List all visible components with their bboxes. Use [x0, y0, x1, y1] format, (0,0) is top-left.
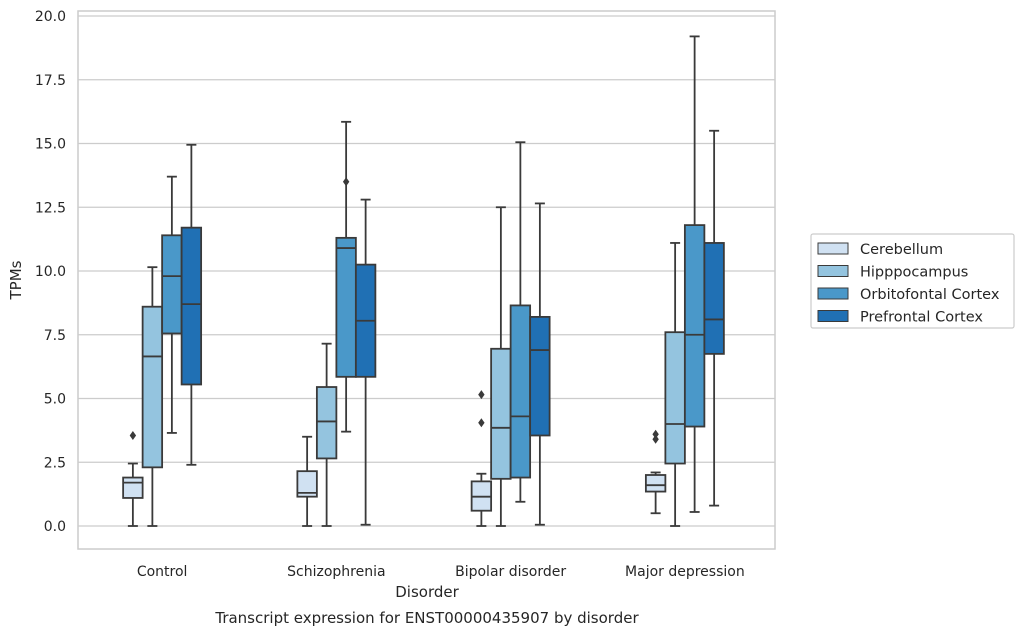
box-body: [644, 474, 667, 493]
x-axis: Control Schizophrenia Bipolar disorder Majo…: [137, 564, 745, 580]
box-body: [141, 305, 164, 469]
box-schizophrenia-hipppocampus: [315, 342, 338, 527]
y-axis: 0.0 2.5 5.0 7.5 10.0 12.5 15.0 17.5 20.0: [35, 9, 66, 535]
box-major-depression-hipppocampus: [664, 242, 686, 527]
box-control-hipppocampus: [141, 266, 164, 527]
x-tick-label: Bipolar disorder: [455, 564, 566, 580]
x-tick-label: Control: [137, 564, 188, 580]
x-axis-label: Disorder: [395, 583, 459, 601]
legend-label: Prefrontal Cortex: [860, 310, 983, 326]
outlier-point: [129, 430, 137, 440]
outlier-point: [652, 429, 659, 439]
box-body: [122, 476, 144, 499]
box-schizophrenia-orbitofontal-cortex: [335, 120, 357, 433]
y-tick-label: 2.5: [44, 455, 66, 471]
outlier-point: [652, 434, 659, 444]
legend-swatch: [817, 310, 849, 322]
box-bipolar-disorder-cerebellum: [470, 390, 493, 527]
box-major-depression-prefrontal-cortex: [703, 129, 725, 507]
legend-label: Hipppocampus: [860, 265, 968, 281]
box-body: [161, 234, 183, 335]
box-bipolar-disorder-orbitofontal-cortex: [509, 141, 532, 503]
legend-label: Cerebellum: [860, 242, 943, 258]
legend-swatch: [817, 265, 849, 277]
box-body: [180, 226, 203, 386]
y-tick-label: 0.0: [44, 519, 66, 535]
box-schizophrenia-prefrontal-cortex: [354, 198, 377, 526]
box-bipolar-disorder-prefrontal-cortex: [529, 202, 551, 526]
box-body: [335, 236, 357, 378]
box-major-depression-orbitofontal-cortex: [683, 35, 706, 513]
legend-swatch: [817, 287, 849, 300]
box-schizophrenia-cerebellum: [296, 435, 318, 527]
outlier-point: [342, 177, 350, 187]
outlier-point: [478, 390, 485, 400]
y-axis-label: TPMs: [7, 260, 25, 300]
legend-frame: [810, 233, 1015, 329]
legend-label: Orbitofontal Cortex: [860, 287, 1000, 303]
box-body: [683, 224, 706, 428]
box-body: [490, 347, 512, 480]
box-control-prefrontal-cortex: [180, 143, 203, 466]
y-tick-label: 7.5: [44, 328, 66, 344]
x-tick-label: Major depression: [625, 564, 745, 580]
y-tick-label: 12.5: [35, 200, 66, 216]
box-plots: [122, 35, 725, 527]
box-bipolar-disorder-hipppocampus: [490, 206, 512, 527]
y-tick-label: 17.5: [35, 73, 66, 89]
y-tick-label: 15.0: [35, 137, 66, 153]
box-control-cerebellum: [122, 430, 144, 527]
box-body: [664, 331, 686, 465]
outlier-point: [478, 418, 485, 428]
box-body: [703, 242, 725, 355]
y-tick-label: 5.0: [44, 392, 66, 408]
box-body: [529, 315, 551, 437]
legend-swatch: [817, 242, 849, 255]
y-tick-label: 20.0: [35, 9, 66, 25]
plot-frame: [77, 10, 776, 550]
y-tick-label: 10.0: [35, 264, 66, 280]
box-body: [509, 304, 532, 479]
x-tick-label: Schizophrenia: [287, 564, 385, 580]
box-control-orbitofontal-cortex: [161, 175, 183, 434]
legend: Cerebellum Hipppocampus Orbitofontal Corte…: [810, 233, 1015, 329]
box-body: [315, 386, 338, 460]
chart-caption: Transcript expression for ENST0000043590…: [214, 609, 639, 627]
box-body: [296, 470, 318, 498]
box-major-depression-cerebellum: [644, 429, 667, 515]
